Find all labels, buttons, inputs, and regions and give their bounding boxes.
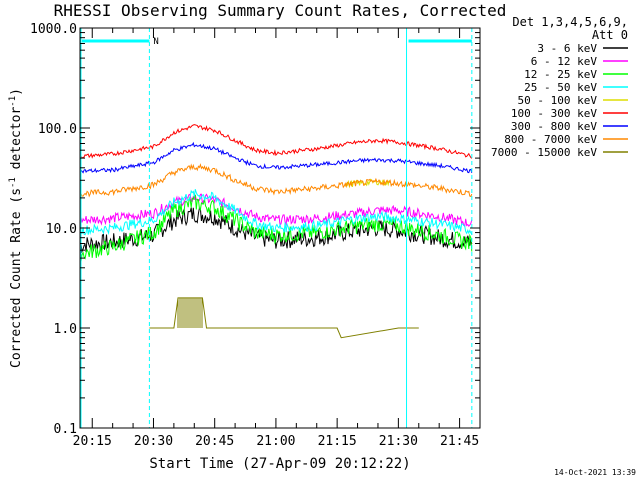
legend-label-100-300-kev: 100 - 300 keV [511,107,597,120]
y-tick-label-3: 100.0 [38,122,77,137]
x-tick-label-3: 21:00 [256,434,295,449]
y-tick-label-0: 0.1 [54,422,77,437]
x-tick-label-1: 20:30 [134,434,173,449]
legend-label-3-6-kev: 3 - 6 keV [537,42,597,55]
x-tick-label-0: 20:15 [73,434,112,449]
legend-label-12-25-kev: 12 - 25 keV [524,68,597,81]
y-tick-label-4: 1000.0 [30,22,77,37]
y-axis-label-sup2: -1 [8,96,18,107]
series-7000-15000-kev [149,297,419,339]
legend-label-300-800-kev: 300 - 800 keV [511,120,597,133]
x-tick-label-5: 21:30 [379,434,418,449]
legend-label-25-50-kev: 25 - 50 keV [524,81,597,94]
legend-header-detectors: Det 1,3,4,5,6,9, [512,15,628,29]
series-100-300-kev [79,124,473,159]
night-marker-label: N [153,37,158,47]
legend-header-attenuator: Att 0 [592,28,628,42]
chart-title: RHESSI Observing Summary Count Rates, Co… [54,1,507,20]
series-300-800-kev [79,141,473,174]
y-tick-label-1: 1.0 [54,322,77,337]
x-axis-label: Start Time (27-Apr-09 20:12:22) [149,456,410,472]
legend-label-7000-15000-kev: 7000 - 15000 keV [491,146,597,159]
y-axis-label-sup1: -1 [8,177,18,188]
y-tick-label-2: 10.0 [46,222,77,237]
y-axis-label-suffix: ) [9,88,24,96]
legend-label-50-100-kev: 50 - 100 keV [518,94,598,107]
y-axis-label-prefix: Corrected Count Rate (s [9,188,24,368]
x-tick-label-4: 21:15 [318,434,357,449]
x-tick-label-2: 20:45 [195,434,234,449]
legend-label-6-12-kev: 6 - 12 keV [531,55,598,68]
legend-label-800-7000-kev: 800 - 7000 keV [504,133,597,146]
series-800-7000-kev [79,163,473,198]
footer-date: 14-Oct-2021 13:39 [554,468,636,477]
y-axis-label: Corrected Count Rate (s-1 detector-1) [8,88,24,368]
x-tick-label-6: 21:45 [440,434,479,449]
series-50-100-kev [344,178,391,189]
y-axis-label-mid: detector [9,107,24,178]
